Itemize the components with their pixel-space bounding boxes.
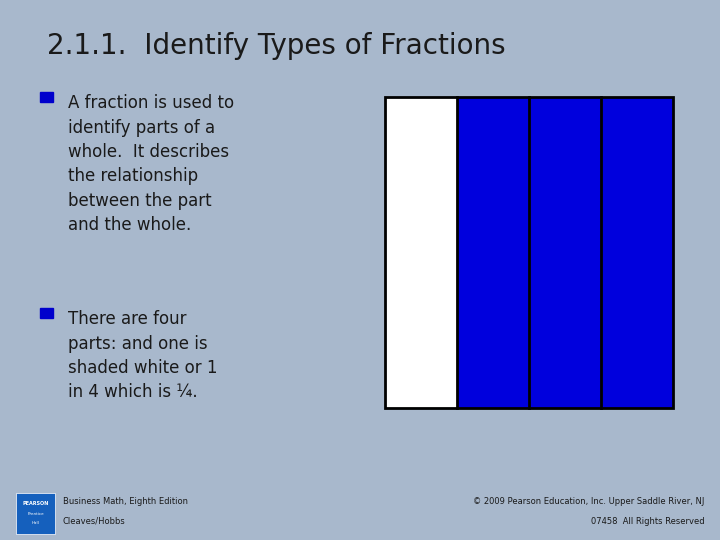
Bar xyxy=(601,97,673,408)
Bar xyxy=(16,493,55,534)
Text: Hall: Hall xyxy=(32,522,40,525)
Text: Prentice: Prentice xyxy=(27,512,44,516)
Bar xyxy=(529,97,601,408)
Text: © 2009 Pearson Education, Inc. Upper Saddle River, NJ: © 2009 Pearson Education, Inc. Upper Sad… xyxy=(473,497,704,505)
Bar xyxy=(40,92,53,102)
Text: PEARSON: PEARSON xyxy=(22,501,49,505)
Text: Cleaves/Hobbs: Cleaves/Hobbs xyxy=(63,517,125,526)
Text: 2.1.1.  Identify Types of Fractions: 2.1.1. Identify Types of Fractions xyxy=(47,32,505,60)
Text: There are four
parts: and one is
shaded white or 1
in 4 which is ¼.: There are four parts: and one is shaded … xyxy=(68,310,218,401)
Bar xyxy=(385,97,457,408)
Text: Business Math, Eighth Edition: Business Math, Eighth Edition xyxy=(63,497,188,505)
Text: A fraction is used to
identify parts of a
whole.  It describes
the relationship
: A fraction is used to identify parts of … xyxy=(68,94,235,234)
Bar xyxy=(40,308,53,318)
Bar xyxy=(385,97,673,408)
Text: 07458  All Rights Reserved: 07458 All Rights Reserved xyxy=(590,517,704,526)
Bar xyxy=(457,97,529,408)
